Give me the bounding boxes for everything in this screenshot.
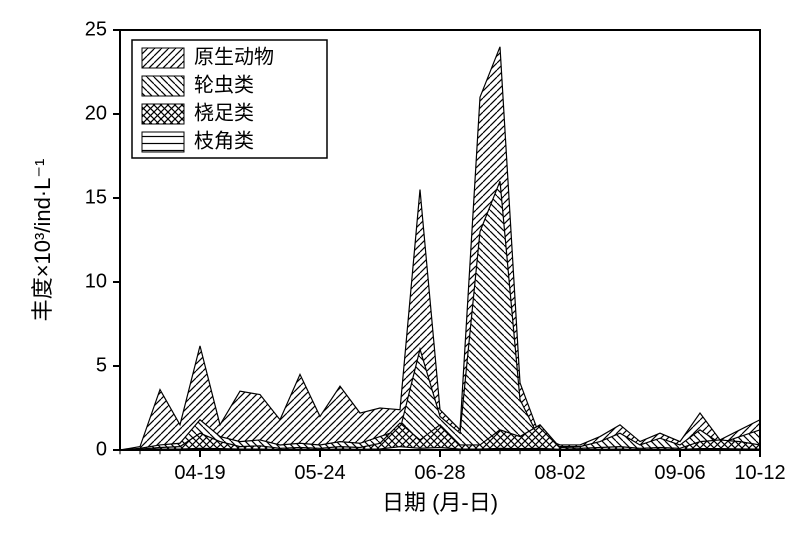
y-tick-label: 20 <box>85 102 107 124</box>
x-tick-label: 04-19 <box>174 462 225 484</box>
x-tick-label: 10-12 <box>734 462 785 484</box>
x-tick-label: 09-06 <box>654 462 705 484</box>
y-tick-label: 15 <box>85 186 107 208</box>
x-axis-label: 日期 (月-日) <box>382 490 498 515</box>
legend-label: 轮虫类 <box>194 74 254 97</box>
y-tick-label: 0 <box>96 438 107 460</box>
legend-swatch <box>142 132 184 152</box>
y-tick-label: 5 <box>96 354 107 376</box>
y-axis-label: 丰度×10³/ind·L⁻¹ <box>30 159 55 322</box>
legend-label: 桡足类 <box>194 102 254 125</box>
legend-swatch <box>142 48 184 68</box>
legend-swatch <box>142 76 184 96</box>
legend-swatch <box>142 104 184 124</box>
y-tick-label: 25 <box>85 18 107 40</box>
legend-label: 原生动物 <box>194 46 274 69</box>
x-tick-label: 08-02 <box>534 462 585 484</box>
legend-label: 枝角类 <box>194 130 254 153</box>
x-tick-label: 05-24 <box>294 462 345 484</box>
y-tick-label: 10 <box>85 270 107 292</box>
x-tick-label: 06-28 <box>414 462 465 484</box>
abundance-chart: 0 5 10 15 20 25 04-19 05-24 06-28 08-02 09-06 10-12… <box>0 0 800 549</box>
